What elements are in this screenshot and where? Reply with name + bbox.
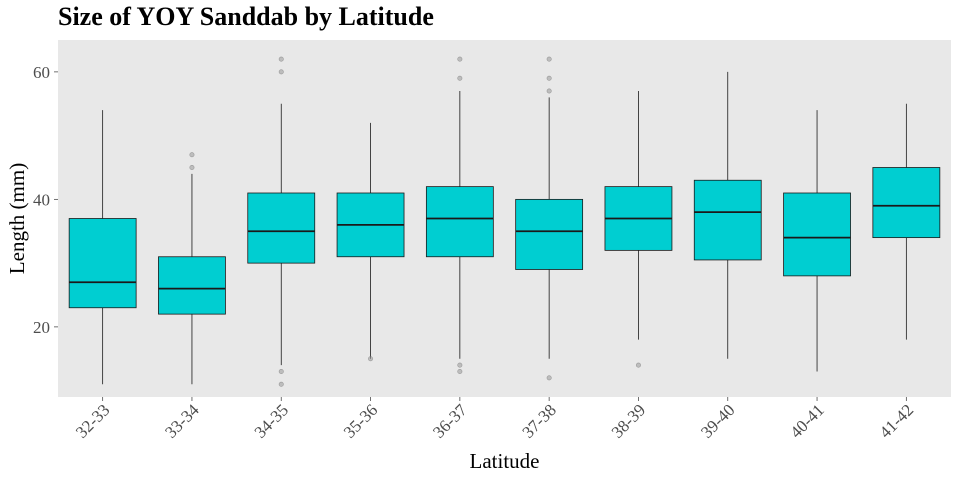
x-tick-label: 32-33	[72, 400, 113, 441]
x-tick-label: 34-35	[251, 400, 292, 441]
box-iqr	[872, 167, 941, 239]
box-iqr	[693, 179, 762, 261]
x-axis-label: Latitude	[470, 449, 540, 473]
box-marks	[68, 56, 941, 387]
x-tick-label: 38-39	[608, 400, 649, 441]
outlier-point	[457, 56, 463, 62]
x-tick-label: 36-37	[429, 400, 471, 442]
y-tick-label: 20	[33, 318, 50, 337]
box-group-41-42	[872, 103, 941, 340]
x-axis: 32-33 33-34 34-35 35-36 36-37 37-38 38-39 39-40…	[72, 397, 917, 442]
box-iqr	[68, 218, 137, 309]
box-iqr	[247, 192, 316, 264]
box-group-36-37	[425, 56, 494, 374]
outlier-point	[278, 69, 284, 75]
outlier-point	[546, 56, 552, 62]
outlier-point	[635, 362, 641, 368]
y-tick-label: 60	[33, 63, 50, 82]
outlier-point	[368, 356, 374, 362]
outlier-point	[546, 75, 552, 81]
outlier-point	[457, 362, 463, 368]
box-group-34-35	[247, 56, 316, 387]
y-tick-label: 40	[33, 190, 50, 209]
y-axis-label: Length (mm)	[5, 163, 29, 274]
box-iqr	[783, 192, 851, 277]
outlier-point	[457, 368, 463, 374]
box-group-33-34	[158, 152, 226, 385]
x-tick-label: 39-40	[697, 400, 738, 441]
box-iqr	[425, 186, 494, 258]
outlier-point	[457, 75, 463, 81]
x-tick-label: 35-36	[340, 400, 381, 441]
x-tick-label: 41-42	[876, 400, 917, 441]
chart-title: Size of YOY Sanddab by Latitude	[58, 2, 434, 31]
box-group-40-41	[783, 110, 851, 372]
outlier-point	[546, 88, 552, 94]
box-group-35-36	[336, 122, 405, 362]
box-group-38-39	[604, 91, 673, 368]
y-axis: 20 40 60	[33, 63, 58, 337]
outlier-point	[278, 368, 284, 374]
box-iqr	[158, 256, 226, 315]
x-tick-label: 40-41	[786, 400, 827, 441]
box-group-39-40	[693, 71, 762, 359]
outlier-point	[278, 56, 284, 62]
outlier-point	[546, 375, 552, 381]
outlier-point	[189, 152, 195, 158]
x-tick-label: 33-34	[161, 400, 203, 442]
outlier-point	[278, 381, 284, 387]
box-iqr	[515, 198, 584, 270]
x-tick-label: 37-38	[518, 400, 559, 441]
box-group-32-33	[68, 110, 137, 385]
box-group-37-38	[515, 56, 584, 381]
outlier-point	[189, 165, 195, 171]
